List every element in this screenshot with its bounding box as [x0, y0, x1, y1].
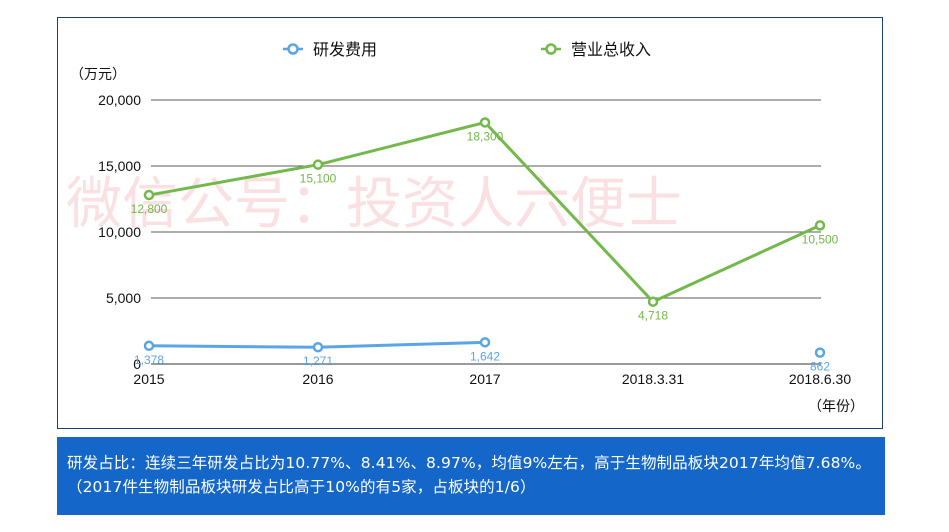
- y-axis-label: （万元）: [70, 66, 126, 82]
- data-label: 1,378: [134, 353, 164, 367]
- chart-frame: 微信公号：投资人六便士 研发费用 营业总收入 0 5,000 10,000 15,000…: [57, 17, 883, 429]
- grid-layer: [151, 99, 821, 365]
- data-point: [814, 220, 826, 231]
- data-label: 10,500: [802, 232, 839, 246]
- x-axis-label: （年份）: [808, 398, 864, 414]
- x-tick-label: 2018.6.30: [789, 371, 851, 387]
- data-label: 15,100: [300, 172, 337, 186]
- legend-label: 研发费用: [313, 40, 377, 59]
- data-point: [479, 337, 491, 348]
- x-tick-label: 2018.3.31: [622, 371, 684, 387]
- legend-swatch-marker: [545, 43, 557, 55]
- data-label: 1,271: [303, 354, 333, 368]
- data-label: 12,800: [131, 202, 168, 216]
- data-point: [312, 159, 324, 170]
- x-tick-label: 2017: [469, 371, 500, 387]
- y-tick-label: 20,000: [98, 92, 141, 108]
- note-box: 研发占比：连续三年研发占比为10.77%、8.41%、8.97%，均值9%左右，…: [57, 437, 885, 515]
- data-label: 1,642: [470, 349, 500, 363]
- data-point: [143, 340, 155, 352]
- data-point: [143, 189, 155, 201]
- axes: 0 5,000 10,000 15,000 20,000 （万元） 2015 2016 2017…: [70, 66, 864, 414]
- x-tick-label: 2016: [302, 371, 333, 387]
- data-point: [312, 341, 324, 353]
- x-tick-label: 2015: [133, 371, 164, 387]
- legend-label: 营业总收入: [571, 40, 651, 59]
- data-point: [814, 347, 826, 358]
- data-label: 4,718: [638, 309, 668, 323]
- data-label: 18,300: [467, 129, 504, 143]
- data-labels: 1,378 1,271 1,642 862 12,800 15,100 18,300 4,71…: [131, 129, 839, 373]
- series-layer: [143, 117, 826, 358]
- y-tick-label: 15,000: [98, 158, 141, 174]
- note-text: 研发占比：连续三年研发占比为10.77%、8.41%、8.97%，均值9%左右，…: [67, 454, 871, 496]
- y-tick-label: 5,000: [106, 290, 141, 306]
- data-point: [647, 296, 659, 307]
- y-tick-label: 0: [133, 356, 141, 372]
- legend-swatch-marker: [287, 43, 299, 55]
- legend: 研发费用 营业总收入: [283, 40, 651, 59]
- watermark: 微信公号：投资人六便士: [66, 172, 682, 237]
- line-chart: 微信公号：投资人六便士 研发费用 营业总收入 0 5,000 10,000 15,000…: [66, 40, 864, 414]
- data-point: [479, 117, 491, 128]
- y-tick-label: 10,000: [98, 224, 141, 240]
- data-label: 862: [810, 360, 830, 374]
